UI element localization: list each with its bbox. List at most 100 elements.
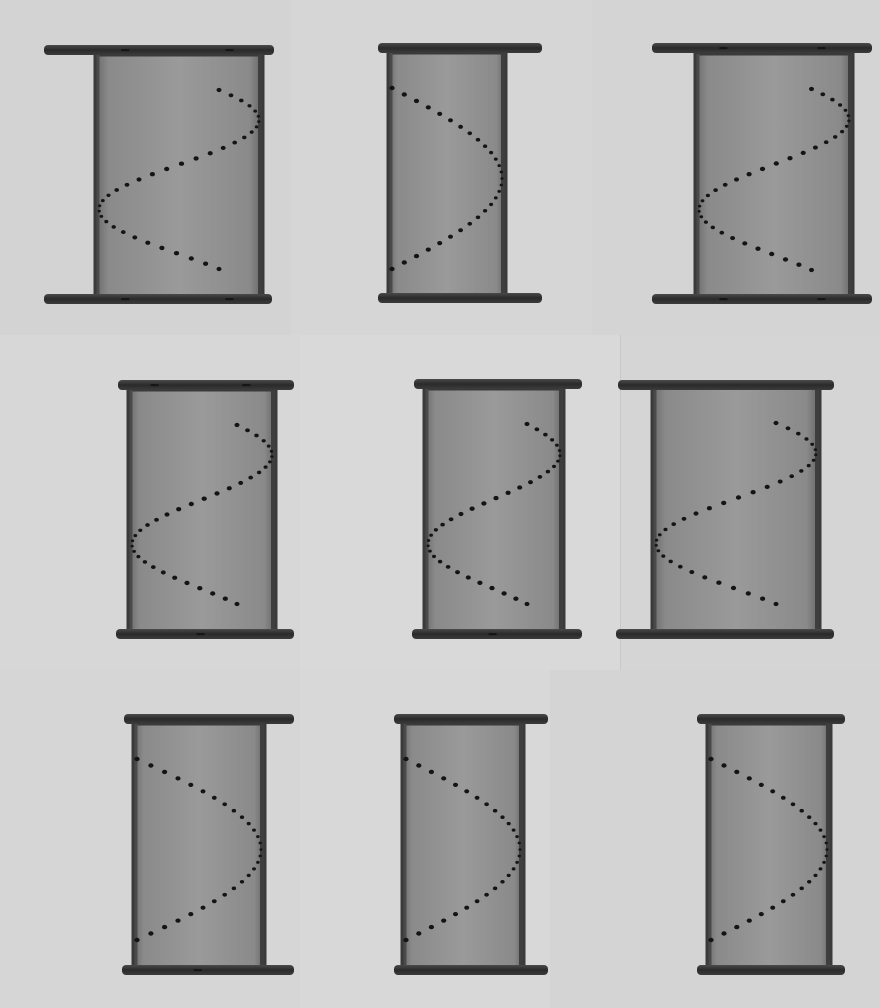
helix-dot <box>656 549 661 553</box>
helix-dot <box>528 480 533 485</box>
helix-dot <box>702 575 708 580</box>
helix-dot <box>475 215 481 220</box>
helix-dot <box>232 140 238 145</box>
helix-dot <box>133 534 138 538</box>
helix-dot <box>518 848 522 851</box>
helix-dot <box>697 210 701 213</box>
helix-dot <box>799 469 804 473</box>
specimen-a <box>44 45 274 304</box>
helix-dot <box>448 517 454 522</box>
helix-dot <box>703 220 708 224</box>
helix-dot <box>145 523 150 527</box>
cylinder-body <box>650 386 822 634</box>
helix-dot <box>431 554 437 559</box>
helix-dot <box>111 225 116 229</box>
helix-dot <box>759 166 766 172</box>
helix-dot <box>843 108 848 112</box>
helix-dot <box>239 880 245 884</box>
helix-dot <box>268 460 272 464</box>
helix-dot <box>458 124 463 129</box>
helix-dot <box>173 251 180 256</box>
helix-dot <box>799 808 804 813</box>
helix-dot <box>500 815 505 819</box>
helix-dot <box>175 776 181 781</box>
helix-dot <box>484 892 489 897</box>
bottom-flange <box>44 294 272 304</box>
helix-dot <box>142 560 148 564</box>
top-flange <box>414 379 582 389</box>
cylinder-body <box>705 722 833 970</box>
helix-dot <box>734 177 739 182</box>
helix-dot <box>746 918 752 923</box>
helix-dot <box>742 241 748 246</box>
helix-dot <box>130 544 134 548</box>
specimen-h <box>394 714 548 975</box>
helix-dot <box>428 924 435 930</box>
cylinder-body <box>422 387 566 634</box>
helix-dot <box>492 886 498 891</box>
helix-dot <box>537 474 543 479</box>
helix-dot <box>713 188 718 192</box>
helix-dot <box>555 443 559 447</box>
helix-dot <box>813 873 818 878</box>
helix-dot <box>389 266 395 272</box>
helix-dot <box>534 427 540 432</box>
helix-dot <box>693 511 699 516</box>
helix-dot <box>467 221 473 226</box>
helix-dot <box>425 247 431 252</box>
helix-dot <box>482 144 488 148</box>
helix-dot <box>506 821 511 826</box>
flange-marker <box>121 298 130 301</box>
helix-dot <box>807 880 812 884</box>
helix-dot <box>134 937 140 943</box>
helix-dot <box>758 911 764 917</box>
specimen-d <box>116 380 294 639</box>
helix-dot <box>501 591 507 596</box>
helix-dot <box>175 918 181 923</box>
helix-dot <box>401 260 407 265</box>
helix-dot <box>730 585 737 591</box>
helix-dot <box>780 795 786 800</box>
helix-dot <box>193 156 199 161</box>
helix-dot <box>231 808 237 813</box>
helix-dot <box>172 575 178 580</box>
helix-dot <box>220 145 226 150</box>
helix-dot <box>489 585 495 591</box>
helix-dot <box>477 580 483 585</box>
helix-dot <box>136 177 142 182</box>
helix-dot <box>807 815 812 819</box>
helix-dot <box>556 459 560 463</box>
helix-dot <box>482 209 488 213</box>
helix-dot <box>474 795 480 800</box>
helix-dot <box>416 763 422 768</box>
helix-dot <box>497 164 502 168</box>
helix-dot <box>813 821 818 826</box>
helix-dot <box>822 835 826 839</box>
helix-dot <box>517 854 521 858</box>
helix-dot <box>746 776 752 781</box>
helix-dot <box>458 228 463 233</box>
top-flange <box>394 714 548 724</box>
helix-dot <box>833 135 838 139</box>
helix-dot <box>458 511 464 517</box>
helix-dot <box>697 204 702 208</box>
helix-dot <box>465 575 471 580</box>
helix-dot <box>222 596 228 601</box>
helix-dot <box>517 485 523 490</box>
helix-dot <box>721 763 727 768</box>
helix-dot <box>239 815 245 819</box>
helix-dot <box>159 245 165 251</box>
bottom-flange <box>116 629 294 639</box>
helix-dot <box>132 549 136 553</box>
helix-dot <box>455 570 460 575</box>
helix-dot <box>258 854 262 858</box>
helix-dot <box>750 490 756 495</box>
helix-dot <box>201 496 207 501</box>
helix-dot <box>558 454 562 458</box>
helix-dot <box>467 131 473 136</box>
helix-dot <box>846 114 851 118</box>
helix-dot <box>176 507 182 512</box>
helix-dot <box>211 899 217 904</box>
helix-dot <box>824 841 828 845</box>
